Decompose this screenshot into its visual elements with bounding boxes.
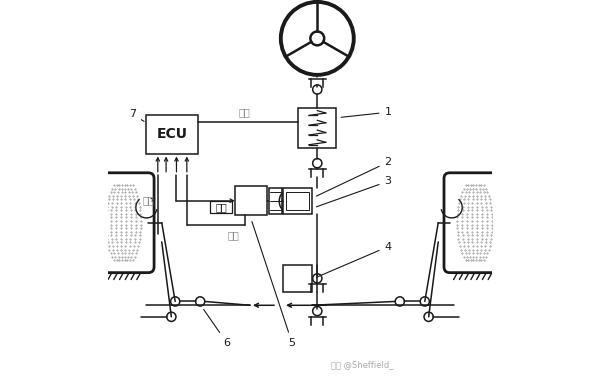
Text: 1: 1 <box>341 107 391 117</box>
Bar <box>269 188 282 214</box>
Text: 5: 5 <box>252 222 295 348</box>
Bar <box>210 201 232 213</box>
Circle shape <box>313 306 322 316</box>
Circle shape <box>313 159 322 168</box>
Bar <box>298 108 337 148</box>
Bar <box>283 265 312 292</box>
Circle shape <box>313 85 322 94</box>
Circle shape <box>167 312 176 321</box>
Text: 2: 2 <box>316 157 392 196</box>
Circle shape <box>310 31 324 45</box>
Text: ECU: ECU <box>157 127 188 141</box>
FancyBboxPatch shape <box>444 173 505 273</box>
Bar <box>235 186 268 215</box>
Text: 车速: 车速 <box>142 195 154 205</box>
Circle shape <box>313 274 322 283</box>
Circle shape <box>170 297 180 306</box>
FancyBboxPatch shape <box>92 173 154 273</box>
Circle shape <box>196 297 205 306</box>
Text: 6: 6 <box>203 310 230 348</box>
Text: 4: 4 <box>316 242 392 277</box>
Circle shape <box>395 297 404 306</box>
Bar <box>286 192 309 210</box>
Text: 7: 7 <box>129 109 144 121</box>
Bar <box>283 188 312 214</box>
Circle shape <box>420 297 430 306</box>
Text: 知乎 @Sheffield_: 知乎 @Sheffield_ <box>331 360 393 369</box>
Text: 电流: 电流 <box>227 230 239 240</box>
Circle shape <box>424 312 433 321</box>
Text: 转矩: 转矩 <box>238 107 250 117</box>
Text: 3: 3 <box>316 176 391 207</box>
Text: 转角: 转角 <box>215 202 227 212</box>
Bar <box>146 115 198 154</box>
